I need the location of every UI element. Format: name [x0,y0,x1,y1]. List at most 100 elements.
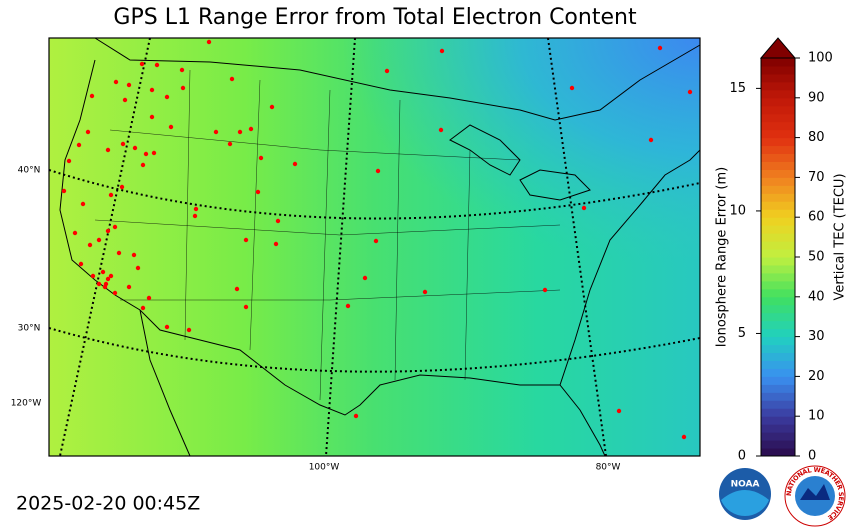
station [105,147,111,153]
graticule [48,37,701,457]
nws-shape [800,484,830,500]
colorbar-band [761,272,795,282]
station [66,158,72,164]
station [422,289,428,295]
station [131,252,137,258]
station [275,218,281,224]
station [439,48,445,54]
baja [139,309,191,457]
station [255,189,261,195]
colorbar-band [761,416,795,425]
map: 40°N 30°N 120°W 100°W 80°W [11,37,701,473]
station [112,290,118,296]
station [96,281,102,287]
colorbar-band [761,312,795,322]
station [229,76,235,82]
station [237,129,243,135]
station [375,168,381,174]
station [681,434,687,440]
noaa-text: NOAA [731,480,760,490]
station [126,284,132,290]
station [154,62,160,68]
station [269,104,275,110]
colorbar-band [761,81,795,91]
colorbar-extend [759,37,797,59]
colorbar-band [761,201,795,210]
station [122,97,128,103]
tec-tick-label: 20 [808,369,825,384]
station [164,324,170,330]
lon-label: 120°W [11,399,42,409]
station [192,213,198,219]
station [616,408,622,414]
station [149,114,155,120]
station [193,206,199,212]
colorbar-band [761,145,795,155]
nws-logo: NATIONAL WEATHER SERVICE [784,465,846,527]
colorbar-band [761,177,795,186]
station [72,230,78,236]
station [657,45,663,51]
tec-tick-label: 70 [808,170,825,185]
station [258,155,264,161]
east-coast [559,149,701,386]
station [112,224,118,230]
colorbar-band [761,264,795,274]
colorbar-band [761,368,795,377]
colorbar-band [761,89,795,99]
station [164,94,170,100]
colorbar-band [761,137,795,147]
colorbar-band [761,392,795,401]
stations [61,39,693,440]
noaa-logo: NOAA [719,468,771,520]
title: GPS L1 Range Error from Total Electron C… [113,5,637,30]
colorbar-band [761,352,795,361]
station [180,85,186,91]
station [206,39,212,45]
station [438,127,444,133]
station [90,273,96,279]
colorbar-band [761,233,795,242]
station [116,250,122,256]
tec-axis-label: Vertical TEC (TECU) [833,173,848,300]
colorbar-band [761,408,795,417]
lake-erie [519,169,591,201]
station [146,295,152,301]
station [168,124,174,130]
station [143,151,149,157]
station [89,93,95,99]
colorbar-band [761,400,795,409]
colorbar-band [761,225,795,234]
colorbar-band [761,304,795,314]
lat-label: 40°N [18,166,41,176]
range-axis-label: Ionosphere Range Error (m) [715,167,730,347]
colorbar-band [761,288,795,298]
station [140,305,146,311]
colorbar-band [761,384,795,393]
colorbar-band [761,440,795,449]
colorbar-band [761,320,795,330]
station [234,286,240,292]
station [243,304,249,310]
state-lines [94,69,561,401]
colorbar-band [761,328,795,338]
lat-label: 30°N [18,324,41,334]
station [248,126,254,132]
station [76,142,82,148]
colorbar-band [761,58,795,67]
station [384,68,390,74]
station [102,284,108,290]
station [126,82,132,88]
tec-tick-label: 100 [808,51,833,66]
colorbar-band [761,169,795,178]
colorbar-band [761,193,795,202]
colorbar-band [761,376,795,385]
range-tick-label: 5 [738,326,746,341]
station [132,145,138,151]
colorbar-band [761,161,795,170]
tec-tick-label: 40 [808,289,825,304]
station [87,242,93,248]
station [227,141,233,147]
colorbar-band [761,121,795,131]
